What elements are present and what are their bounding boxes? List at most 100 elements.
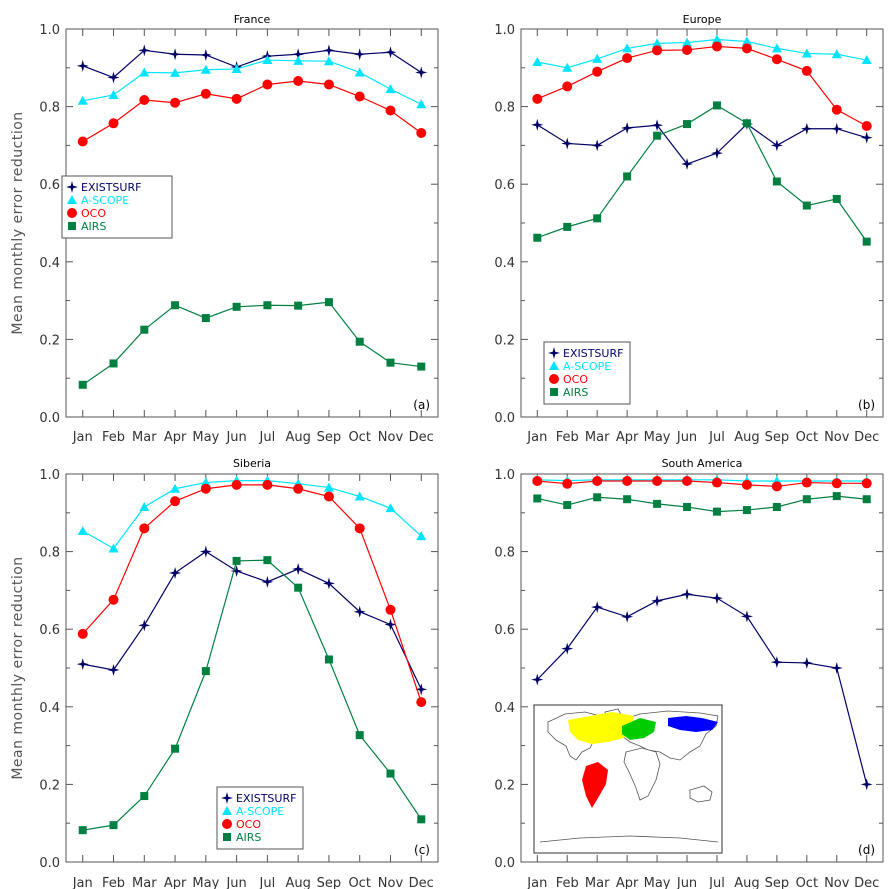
y-tick-label: 0.4 xyxy=(494,256,515,271)
legend-label-a-scope: A-SCOPE xyxy=(81,194,129,207)
data-point-existsurf xyxy=(415,683,428,696)
legend-label-airs: AIRS xyxy=(563,386,588,399)
x-tick-label: Aug xyxy=(734,876,759,889)
legend-label-oco: OCO xyxy=(81,207,106,220)
data-point-a-scope xyxy=(592,53,603,63)
series-line-oco xyxy=(537,45,867,127)
data-point-oco xyxy=(592,66,603,77)
legend-marker-a-scope xyxy=(222,806,232,815)
data-point-airs xyxy=(294,583,303,592)
x-tick-label: Apr xyxy=(616,430,639,445)
series-line-airs xyxy=(82,301,422,386)
x-tick-label: Jun xyxy=(676,430,697,445)
series-airs xyxy=(78,556,426,835)
data-point-existsurf xyxy=(169,48,182,61)
data-point-a-scope xyxy=(139,67,150,77)
data-point-a-scope xyxy=(385,84,396,94)
x-tick-label: Feb xyxy=(556,876,579,889)
y-tick-label: 0.6 xyxy=(39,623,60,638)
x-tick-label: Nov xyxy=(824,876,850,889)
x-tick-label: Nov xyxy=(824,430,850,445)
series-oco xyxy=(532,41,872,131)
data-point-airs xyxy=(417,362,426,371)
data-point-airs xyxy=(109,359,118,368)
panels: France 0.0 0.2 0.4 0.6 0.8 1.0 Jan Feb Mar Apr May J… xyxy=(10,13,884,889)
data-point-oco xyxy=(801,65,812,76)
x-tick-label: May xyxy=(192,430,219,445)
legend-label-existsurf: EXISTSURF xyxy=(81,181,141,194)
data-point-airs xyxy=(171,301,180,310)
series-a-scope xyxy=(77,55,427,109)
data-point-oco xyxy=(200,88,211,99)
data-point-existsurf xyxy=(107,663,120,676)
x-tick-label: Jan xyxy=(72,876,93,889)
x-tick-label: Jul xyxy=(708,430,725,445)
data-point-existsurf xyxy=(740,610,753,623)
data-point-oco xyxy=(77,628,88,639)
data-point-existsurf xyxy=(384,618,397,631)
data-point-a-scope xyxy=(108,89,119,99)
x-tick-label: Sep xyxy=(317,876,342,889)
y-tick-label: 0.6 xyxy=(39,178,60,193)
legend-label-a-scope: A-SCOPE xyxy=(236,805,284,818)
data-point-airs xyxy=(772,502,781,511)
data-point-a-scope xyxy=(170,67,181,77)
data-point-airs xyxy=(623,172,632,181)
data-point-a-scope xyxy=(622,43,633,53)
data-point-existsurf xyxy=(710,147,723,160)
x-tick-label: Dec xyxy=(409,876,434,889)
x-tick-label: Jan xyxy=(526,876,547,889)
data-point-oco xyxy=(682,44,693,55)
y-tick-label: 0.8 xyxy=(39,101,60,116)
x-tick-label: Mar xyxy=(132,876,157,889)
series-airs xyxy=(78,298,426,389)
data-point-oco xyxy=(682,475,693,486)
x-tick-label: Jun xyxy=(225,430,246,445)
data-point-airs xyxy=(171,744,180,753)
data-point-existsurf xyxy=(292,563,305,576)
y-tick-label: 0.0 xyxy=(39,856,60,871)
data-point-existsurf xyxy=(384,46,397,59)
data-point-a-scope xyxy=(831,49,842,59)
x-tick-label: Feb xyxy=(102,876,125,889)
legend-marker-existsurf xyxy=(66,181,78,193)
data-point-existsurf xyxy=(76,658,89,671)
series-line-oco xyxy=(82,80,422,143)
data-point-a-scope xyxy=(385,503,396,513)
data-point-oco xyxy=(139,95,150,106)
x-tick-label: Dec xyxy=(854,876,879,889)
data-point-oco xyxy=(861,121,872,131)
data-point-oco xyxy=(741,43,752,54)
australia-shape xyxy=(689,785,713,803)
x-tick-label: May xyxy=(192,876,219,889)
legend-marker-oco xyxy=(222,819,232,829)
data-point-a-scope xyxy=(262,55,273,65)
x-tick-label: Jul xyxy=(708,876,725,889)
x-tick-label: Dec xyxy=(854,430,879,445)
y-tick-label: 0.2 xyxy=(494,778,515,793)
x-tick-label: Apr xyxy=(164,430,187,445)
data-point-oco xyxy=(293,483,304,494)
data-point-oco xyxy=(108,594,119,605)
x-tick-label: Sep xyxy=(317,430,342,445)
data-point-oco xyxy=(231,93,242,104)
series-line-existsurf xyxy=(536,593,868,785)
y-tick-label: 0.4 xyxy=(39,256,60,271)
series-line-a-scope xyxy=(82,59,422,105)
x-tick-label: Jan xyxy=(526,430,547,445)
legend-box xyxy=(216,786,304,850)
data-point-existsurf xyxy=(681,158,694,171)
data-point-oco xyxy=(323,79,334,90)
data-point-airs xyxy=(263,301,272,310)
data-point-oco xyxy=(139,523,150,534)
data-point-airs xyxy=(386,358,395,367)
series-line-oco xyxy=(82,484,422,703)
data-point-airs xyxy=(802,495,811,504)
panel-letter: (d) xyxy=(858,843,875,857)
data-point-oco xyxy=(771,54,782,65)
legend-marker-airs xyxy=(223,833,231,841)
series-line-a-scope xyxy=(537,38,867,69)
data-point-airs xyxy=(232,302,241,311)
